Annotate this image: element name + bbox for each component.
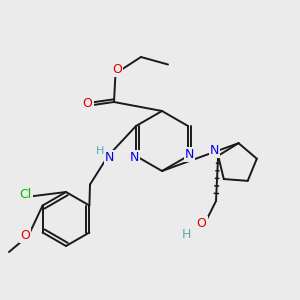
Text: O: O xyxy=(83,97,92,110)
Text: H: H xyxy=(95,146,104,156)
Text: O: O xyxy=(197,217,206,230)
Text: Cl: Cl xyxy=(20,188,32,202)
Text: O: O xyxy=(20,229,30,242)
Text: N: N xyxy=(130,151,139,164)
Text: N: N xyxy=(105,151,114,164)
Text: N: N xyxy=(210,143,219,157)
Text: O: O xyxy=(112,63,122,76)
Text: H: H xyxy=(181,227,191,241)
Text: N: N xyxy=(185,148,194,161)
